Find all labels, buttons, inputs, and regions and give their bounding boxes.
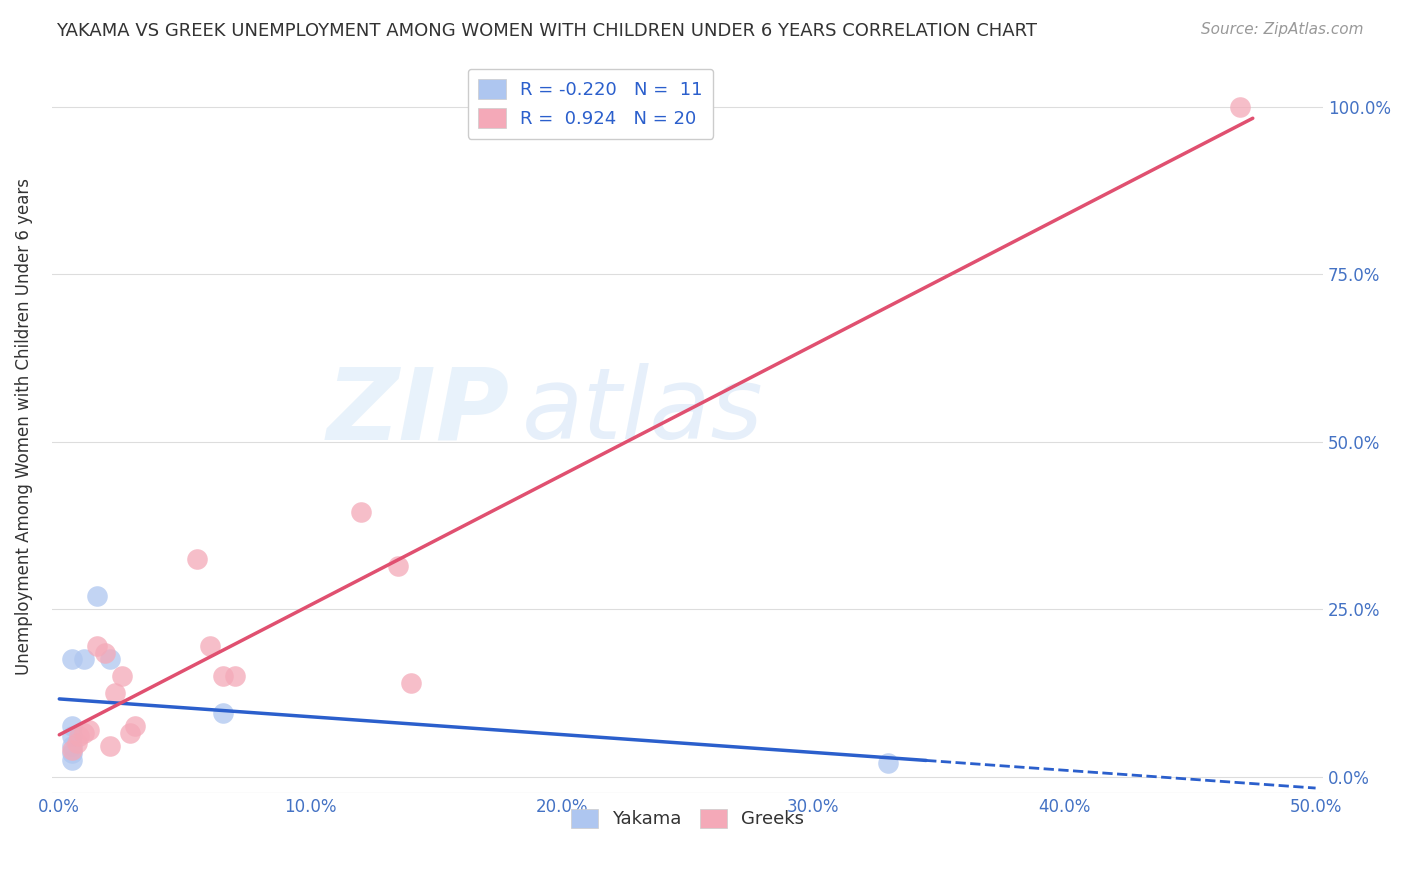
Point <box>86 639 108 653</box>
Point <box>60 753 83 767</box>
Point <box>877 756 900 771</box>
Point <box>60 730 83 744</box>
Point <box>399 675 422 690</box>
Point <box>66 736 89 750</box>
Point <box>60 739 83 754</box>
Point <box>224 669 246 683</box>
Point <box>103 686 125 700</box>
Point <box>186 551 208 566</box>
Text: YAKAMA VS GREEK UNEMPLOYMENT AMONG WOMEN WITH CHILDREN UNDER 6 YEARS CORRELATION: YAKAMA VS GREEK UNEMPLOYMENT AMONG WOMEN… <box>56 22 1038 40</box>
Point <box>211 669 233 683</box>
Point <box>73 652 96 666</box>
Point <box>67 730 90 744</box>
Point <box>124 719 146 733</box>
Point <box>198 639 221 653</box>
Point <box>60 719 83 733</box>
Point <box>60 743 83 757</box>
Point <box>98 739 121 754</box>
Text: atlas: atlas <box>522 363 763 460</box>
Point <box>60 746 83 760</box>
Point <box>93 646 115 660</box>
Point <box>73 726 96 740</box>
Point <box>118 726 141 740</box>
Legend: Yakama, Greeks: Yakama, Greeks <box>564 801 811 836</box>
Point <box>98 652 121 666</box>
Point <box>86 589 108 603</box>
Point <box>79 723 101 737</box>
Point <box>211 706 233 720</box>
Point <box>1229 99 1251 113</box>
Text: Source: ZipAtlas.com: Source: ZipAtlas.com <box>1201 22 1364 37</box>
Point <box>387 558 409 573</box>
Point <box>60 652 83 666</box>
Point <box>111 669 134 683</box>
Text: ZIP: ZIP <box>326 363 509 460</box>
Y-axis label: Unemployment Among Women with Children Under 6 years: Unemployment Among Women with Children U… <box>15 178 32 675</box>
Point <box>350 505 373 519</box>
